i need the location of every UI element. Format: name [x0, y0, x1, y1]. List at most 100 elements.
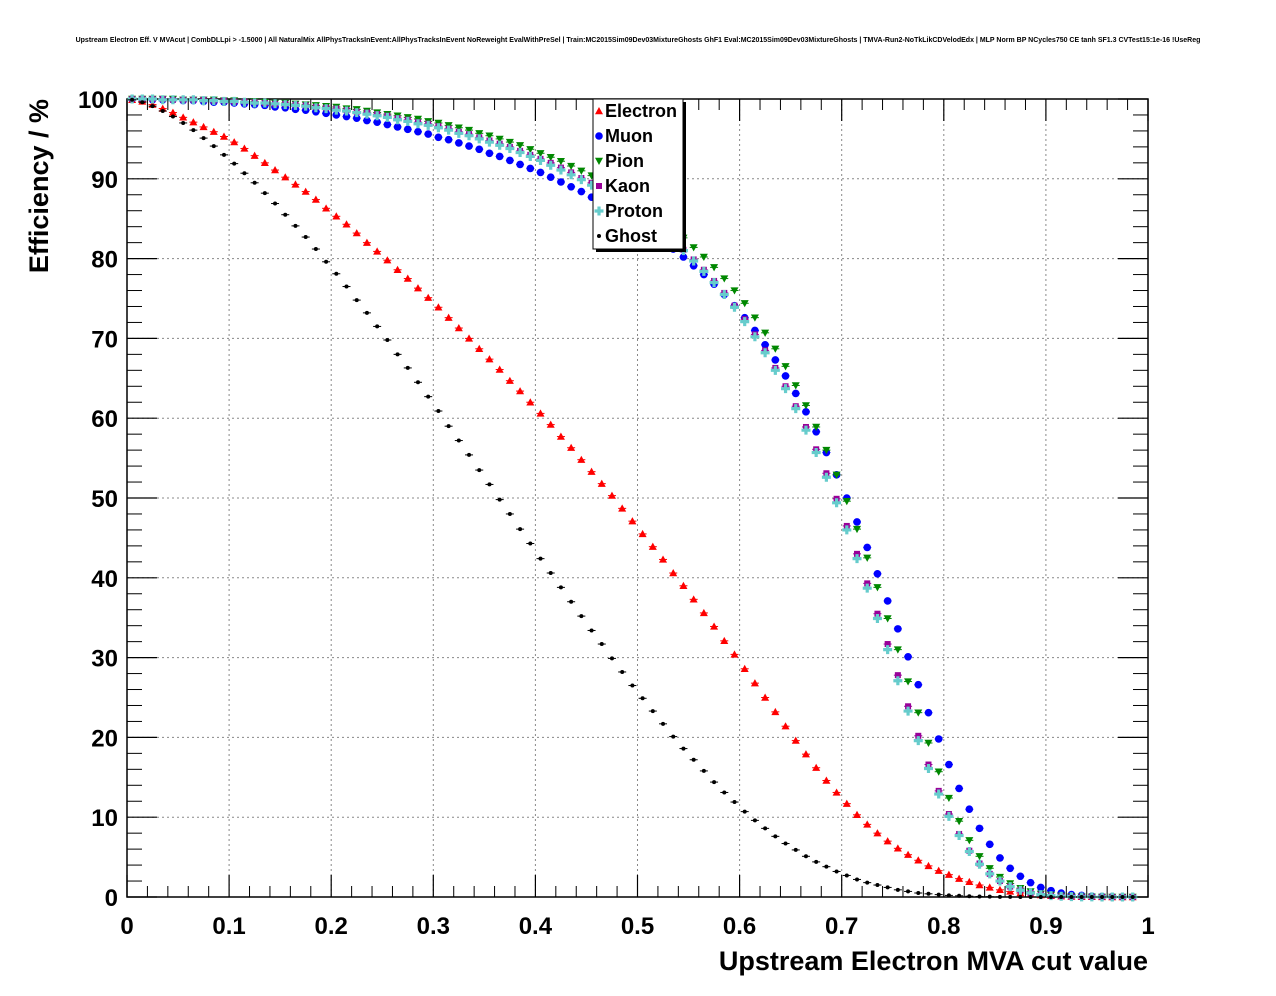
data-point [648, 542, 657, 550]
data-point [414, 127, 422, 136]
x-tick-label: 1 [1141, 913, 1154, 940]
data-point [587, 180, 597, 190]
legend-marker [595, 107, 603, 115]
data-point [395, 352, 400, 357]
data-point [558, 585, 563, 590]
data-point [719, 290, 729, 300]
data-point [260, 98, 270, 108]
y-tick-label: 30 [91, 646, 118, 673]
data-point [1026, 878, 1035, 887]
data-point [548, 571, 553, 576]
data-point [883, 597, 892, 605]
data-point [487, 482, 492, 487]
data-point [477, 468, 482, 473]
data-point [824, 864, 829, 869]
x-tick-label: 0 [120, 913, 133, 940]
data-point [914, 709, 923, 717]
data-point [283, 212, 288, 217]
data-point [620, 669, 625, 674]
data-point [771, 356, 780, 364]
data-point [352, 114, 361, 122]
data-point [883, 837, 892, 845]
data-point [495, 152, 504, 161]
data-point [546, 154, 555, 162]
data-point [679, 581, 688, 589]
data-point [771, 345, 780, 353]
data-point [822, 776, 831, 784]
data-point [434, 133, 443, 142]
data-point [485, 132, 494, 140]
data-point [342, 112, 351, 121]
data-point [270, 99, 280, 109]
y-tick-label: 70 [91, 326, 118, 353]
data-point [842, 799, 851, 807]
data-point [630, 683, 635, 688]
data-point [546, 160, 556, 170]
data-point [689, 244, 698, 252]
data-point [720, 636, 729, 645]
data-point [273, 201, 278, 206]
data-point [944, 870, 953, 878]
data-point [995, 876, 1005, 886]
data-point [1006, 864, 1014, 873]
data-point [219, 132, 228, 140]
data-point [199, 96, 209, 106]
data-point [842, 497, 851, 506]
data-point [689, 595, 698, 603]
data-point [271, 166, 280, 174]
data-point [375, 324, 380, 329]
data-point [515, 147, 525, 157]
data-point [781, 722, 790, 730]
data-point [189, 118, 198, 126]
data-point [946, 893, 951, 898]
data-point [556, 165, 566, 175]
data-point [383, 120, 392, 129]
data-point [750, 332, 760, 342]
data-point [773, 834, 778, 839]
data-point [344, 284, 349, 289]
data-point [1028, 895, 1033, 899]
data-point [997, 894, 1002, 899]
data-point [996, 854, 1004, 862]
data-point [484, 137, 494, 147]
data-point [567, 162, 576, 171]
data-point [303, 235, 308, 240]
data-point [415, 380, 420, 385]
data-point [1005, 882, 1015, 892]
data-point [834, 869, 839, 874]
data-point [801, 750, 810, 758]
data-point [413, 119, 423, 129]
data-point [1026, 888, 1036, 898]
data-point [965, 877, 974, 886]
data-point [362, 109, 372, 119]
data-point [250, 98, 260, 108]
data-point [914, 856, 923, 864]
y-tick-label: 60 [91, 406, 118, 433]
data-point [424, 130, 432, 138]
data-point [853, 810, 862, 819]
data-point [426, 394, 431, 399]
data-point [191, 128, 196, 133]
legend-marker [597, 234, 601, 238]
data-point [791, 404, 801, 414]
data-point [661, 721, 666, 726]
data-point [240, 144, 249, 152]
data-point [914, 680, 923, 689]
data-point [1089, 895, 1094, 899]
x-tick-label: 0.9 [1029, 913, 1062, 940]
grid [127, 99, 1148, 897]
data-point [955, 784, 963, 793]
y-tick-label: 50 [91, 486, 118, 513]
data-point [577, 455, 586, 463]
data-point [567, 182, 575, 191]
data-point [485, 355, 494, 363]
data-point [821, 472, 831, 482]
data-point [569, 599, 574, 604]
data-point [1069, 895, 1074, 899]
data-point [936, 892, 941, 897]
data-point [763, 826, 768, 831]
data-point [955, 817, 964, 826]
data-point [454, 128, 464, 138]
y-tick-label: 0 [105, 885, 118, 912]
data-point [209, 96, 219, 106]
